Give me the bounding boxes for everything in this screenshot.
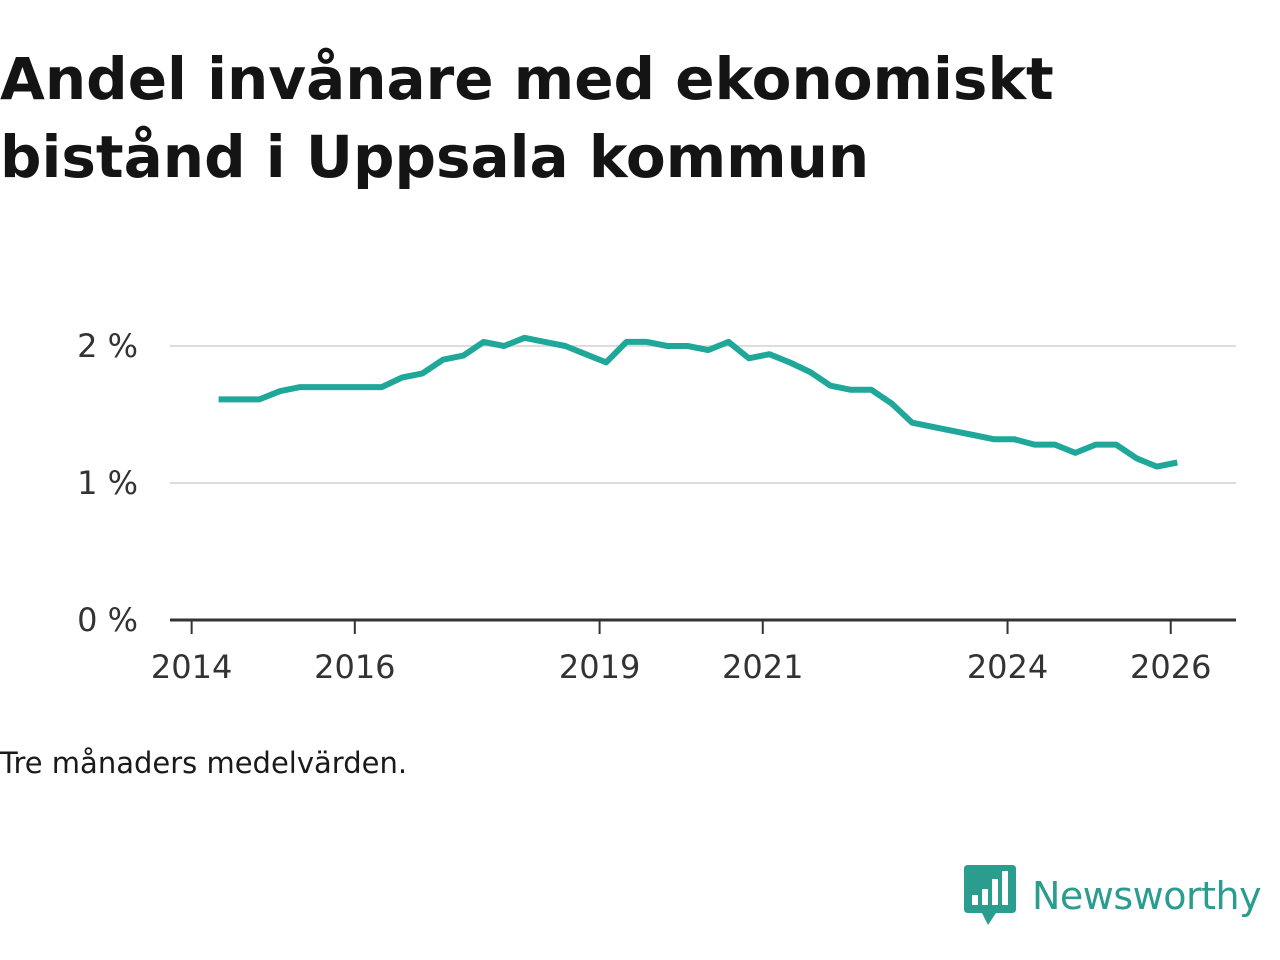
data-point[interactable]	[644, 339, 650, 345]
brand[interactable]: Newsworthy	[964, 864, 1262, 928]
data-point[interactable]	[991, 436, 997, 442]
data-point[interactable]	[236, 396, 242, 402]
data-point[interactable]	[358, 384, 364, 390]
series-layer	[216, 334, 1180, 470]
y-axis-labels: 0 % 1 % 2 %	[77, 327, 138, 639]
x-axis: 2014 2016 2019 2021 2024 2026	[151, 618, 1236, 686]
data-point[interactable]	[1113, 442, 1119, 448]
chart-title: Andel invånare med ekonomiskt bistånd i …	[0, 45, 1054, 191]
data-point[interactable]	[420, 370, 426, 376]
data-point[interactable]	[868, 387, 874, 393]
x-tick-label: 2016	[314, 648, 395, 686]
x-tick-label: 2021	[722, 648, 803, 686]
data-point[interactable]	[501, 343, 507, 349]
data-point[interactable]	[970, 432, 976, 438]
data-point[interactable]	[787, 359, 793, 365]
data-point[interactable]	[889, 401, 895, 407]
data-point[interactable]	[726, 339, 732, 345]
data-point[interactable]	[1174, 460, 1180, 466]
x-tick-label: 2019	[559, 648, 640, 686]
chart-svg: 2014 2016 2019 2021 2024 2026 0 % 1 % 2 %	[77, 327, 1236, 686]
data-point[interactable]	[1134, 455, 1140, 461]
x-tick-label: 2026	[1130, 648, 1211, 686]
data-point[interactable]	[1052, 442, 1058, 448]
data-point[interactable]	[481, 339, 487, 345]
data-point[interactable]	[216, 396, 222, 402]
data-point[interactable]	[338, 384, 344, 390]
x-tick-label: 2014	[151, 648, 232, 686]
x-tick-label: 2024	[967, 648, 1048, 686]
y-tick-label: 0 %	[77, 601, 138, 639]
data-point[interactable]	[930, 424, 936, 430]
data-point[interactable]	[1011, 436, 1017, 442]
data-point[interactable]	[256, 396, 262, 402]
newsworthy-chart-icon	[964, 865, 1016, 925]
data-point[interactable]	[318, 384, 324, 390]
data-point[interactable]	[746, 355, 752, 361]
data-point[interactable]	[603, 359, 609, 365]
data-point[interactable]	[297, 384, 303, 390]
data-point[interactable]	[1072, 450, 1078, 456]
chart-note: Tre månaders medelvärden.	[0, 746, 408, 780]
data-point[interactable]	[705, 347, 711, 353]
data-point[interactable]	[1154, 464, 1160, 470]
data-point[interactable]	[685, 343, 691, 349]
data-point[interactable]	[399, 375, 405, 381]
data-point[interactable]	[440, 357, 446, 363]
data-point[interactable]	[807, 369, 813, 375]
data-point[interactable]	[828, 383, 834, 389]
data-point[interactable]	[950, 428, 956, 434]
data-point[interactable]	[562, 343, 568, 349]
y-tick-label: 2 %	[77, 327, 138, 365]
data-point[interactable]	[664, 343, 670, 349]
data-point[interactable]	[583, 351, 589, 357]
y-tick-label: 1 %	[77, 464, 138, 502]
data-point[interactable]	[542, 339, 548, 345]
data-point[interactable]	[848, 387, 854, 393]
data-point[interactable]	[1032, 442, 1038, 448]
line-chart: 2014 2016 2019 2021 2024 2026 0 % 1 % 2 %	[0, 280, 1280, 700]
data-point[interactable]	[624, 339, 630, 345]
data-point[interactable]	[766, 351, 772, 357]
data-point[interactable]	[460, 353, 466, 359]
data-point[interactable]	[909, 420, 915, 426]
gridlines	[170, 345, 1236, 484]
data-point[interactable]	[277, 388, 283, 394]
brand-name: Newsworthy	[1032, 874, 1262, 918]
data-point[interactable]	[1093, 442, 1099, 448]
series-line-0	[218, 334, 1178, 470]
data-point[interactable]	[522, 335, 528, 341]
data-point[interactable]	[379, 384, 385, 390]
